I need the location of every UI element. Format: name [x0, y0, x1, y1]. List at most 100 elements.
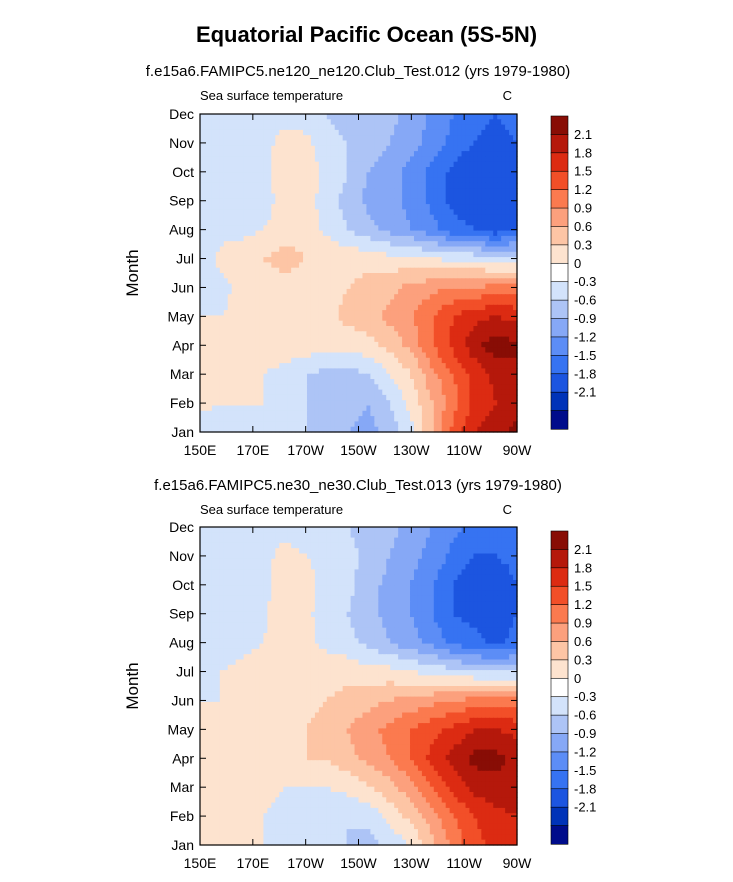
heatmap-cell — [346, 257, 352, 263]
heatmap-cell — [231, 119, 237, 126]
heatmap-cell — [279, 320, 284, 327]
heatmap-cell — [267, 204, 272, 210]
heatmap-cell — [441, 410, 447, 417]
heatmap-cell — [469, 283, 475, 290]
heatmap-cell — [267, 235, 272, 242]
heatmap-cell — [457, 294, 463, 301]
heatmap-cell — [326, 145, 332, 152]
heatmap-cell — [255, 352, 261, 359]
heatmap-cell — [334, 331, 340, 338]
heatmap-cell — [235, 379, 241, 385]
heatmap-cell — [227, 283, 233, 290]
heatmap-cell — [322, 288, 328, 295]
heatmap-cell — [247, 119, 253, 126]
heatmap-cell — [295, 119, 300, 126]
colorbar-swatch — [550, 336, 569, 356]
heatmap-cell — [406, 214, 411, 221]
heatmap-cell — [211, 214, 217, 221]
heatmap-cell — [287, 379, 292, 385]
heatmap-cell — [247, 368, 253, 375]
heatmap-cell — [473, 177, 478, 184]
heatmap-cell — [227, 193, 233, 200]
heatmap-cell — [314, 331, 320, 338]
heatmap-cell — [283, 193, 288, 200]
heatmap-cell — [402, 288, 407, 295]
heatmap-cell — [306, 357, 312, 364]
heatmap-cell — [493, 140, 498, 147]
heatmap-cell — [501, 204, 506, 210]
heatmap-cell — [453, 251, 459, 258]
heatmap-cell — [445, 389, 451, 396]
heatmap-cell — [382, 331, 387, 338]
heatmap-cell — [370, 119, 375, 126]
heatmap-cell — [203, 410, 209, 417]
heatmap-cell — [445, 241, 451, 248]
heatmap-cell — [330, 288, 336, 295]
heatmap-cell — [306, 379, 312, 385]
heatmap-cell — [489, 527, 494, 533]
heatmap-cell — [457, 241, 463, 248]
heatmap-cell — [247, 336, 253, 343]
heatmap-cell — [493, 129, 498, 136]
heatmap-cell — [200, 373, 205, 380]
heatmap-cell — [200, 156, 205, 163]
heatmap-cell — [437, 129, 443, 136]
heatmap-cell — [200, 347, 205, 354]
heatmap-cell — [211, 257, 217, 263]
heatmap-cell — [287, 177, 292, 184]
heatmap-cells — [200, 114, 518, 433]
heatmap-cell — [263, 220, 268, 226]
heatmap-cell — [358, 384, 364, 391]
heatmap-cell — [318, 304, 324, 311]
heatmap-cell — [398, 273, 403, 279]
heatmap-cell — [461, 188, 467, 195]
heatmap-cell — [299, 198, 304, 205]
heatmap-cell — [421, 151, 427, 157]
heatmap-cell — [425, 426, 431, 433]
heatmap-cell — [362, 400, 368, 407]
heatmap-cell — [509, 198, 514, 205]
heatmap-cell — [279, 331, 284, 338]
heatmap-cell — [350, 193, 356, 200]
heatmap-cell — [350, 156, 356, 163]
heatmap-cell — [406, 352, 411, 359]
heatmap-cell — [382, 347, 387, 354]
heatmap-cell — [271, 527, 276, 533]
heatmap-cell — [509, 283, 514, 290]
heatmap-cell — [271, 188, 276, 195]
heatmap-cell — [493, 278, 498, 285]
heatmap-cell — [437, 294, 443, 301]
heatmap-cell — [433, 235, 439, 242]
heatmap-cell — [402, 357, 407, 364]
heatmap-cell — [326, 320, 332, 327]
heatmap-cell — [370, 230, 375, 237]
heatmap-cell — [509, 182, 514, 189]
heatmap-cell — [223, 209, 229, 216]
heatmap-cell — [417, 341, 423, 348]
heatmap-cell — [259, 267, 264, 274]
heatmap-cell — [481, 294, 486, 301]
heatmap-cell — [239, 426, 245, 433]
heatmap-cell — [306, 278, 312, 285]
heatmap-cell — [410, 299, 415, 306]
heatmap-cell — [200, 124, 205, 131]
heatmap-cell — [247, 394, 253, 401]
heatmap-cell — [326, 140, 332, 147]
heatmap-cell — [465, 336, 471, 343]
heatmap-cell — [310, 140, 316, 147]
heatmap-cell — [366, 172, 371, 179]
heatmap-cell — [465, 262, 471, 269]
heatmap-cell — [433, 405, 439, 412]
heatmap-cell — [441, 368, 447, 375]
heatmap-cell — [402, 384, 407, 391]
heatmap-cell — [219, 405, 225, 412]
heatmap-cell — [489, 209, 494, 216]
heatmap-cell — [231, 347, 237, 354]
heatmap-cell — [346, 304, 352, 311]
heatmap-cell — [497, 278, 502, 285]
heatmap-cell — [291, 394, 296, 401]
heatmap-cell — [374, 352, 379, 359]
heatmap-cell — [251, 273, 257, 279]
heatmap-cell — [477, 426, 482, 433]
heatmap-cell — [413, 315, 419, 322]
